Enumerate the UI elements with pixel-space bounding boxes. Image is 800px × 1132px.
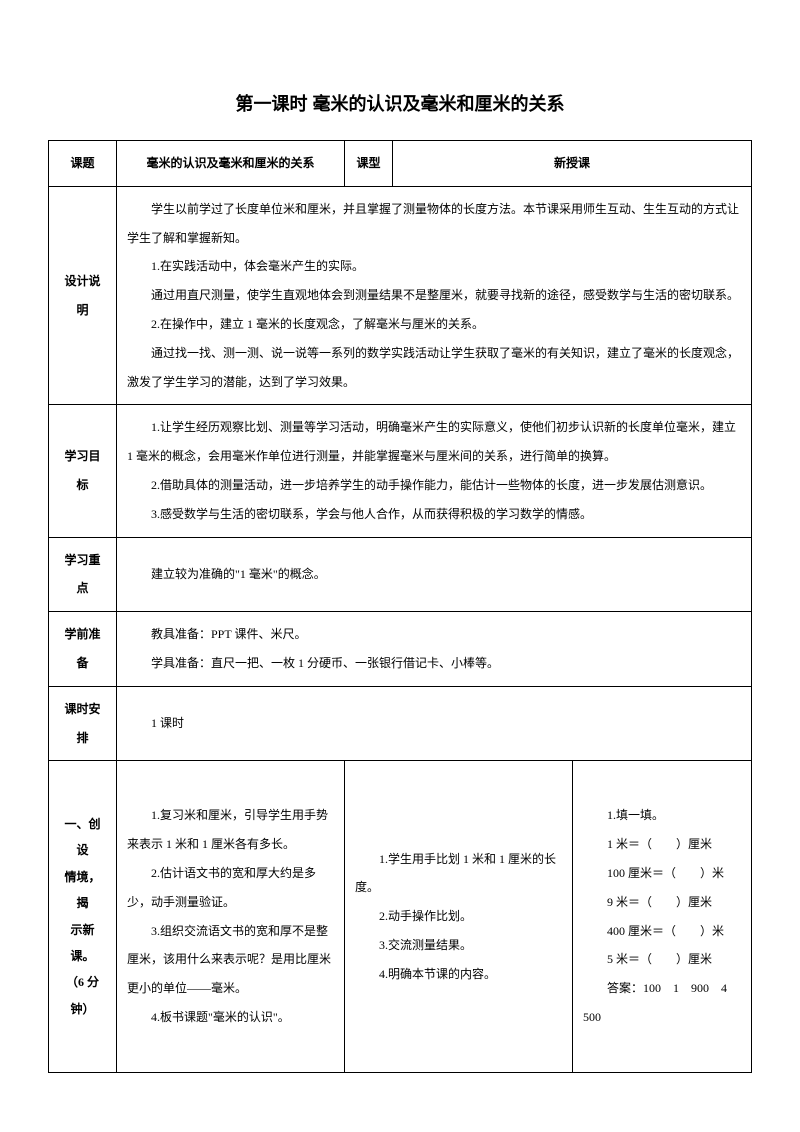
time-value: 1 课时: [127, 709, 741, 738]
goals-p1: 1.让学生经历观察比划、测量等学习活动，明确毫米产生的实际意义，使他们初步认识新…: [127, 413, 741, 471]
time-label: 课时安排: [49, 686, 117, 761]
s1c1-p2: 2.估计语文书的宽和厚大约是多少，动手测量验证。: [127, 859, 334, 917]
lesson-plan-table: 课题 毫米的认识及毫米和厘米的关系 课型 新授课 设计说明 学生以前学过了长度单…: [48, 140, 752, 1073]
type-value: 新授课: [393, 141, 752, 187]
section1-label-l3: 示新课。: [59, 917, 106, 970]
time-content: 1 课时: [117, 686, 752, 761]
s1c2-p3: 3.交流测量结果。: [355, 931, 562, 960]
row-goals: 学习目标 1.让学生经历观察比划、测量等学习活动，明确毫米产生的实际意义，使他们…: [49, 405, 752, 537]
prep-label: 学前准备: [49, 612, 117, 687]
prep-p1: 教具准备：PPT 课件、米尺。: [127, 620, 741, 649]
design-content: 学生以前学过了长度单位米和厘米，并且掌握了测量物体的长度方法。本节课采用师生互动…: [117, 186, 752, 405]
section1-label-l2: 情境，揭: [59, 864, 106, 917]
section1-col1: 1.复习米和厘米，引导学生用手势来表示 1 米和 1 厘米各有多长。 2.估计语…: [117, 761, 345, 1072]
goals-content: 1.让学生经历观察比划、测量等学习活动，明确毫米产生的实际意义，使他们初步认识新…: [117, 405, 752, 537]
design-label: 设计说明: [49, 186, 117, 405]
prep-content: 教具准备：PPT 课件、米尺。 学具准备：直尺一把、一枚 1 分硬币、一张银行借…: [117, 612, 752, 687]
row-prep: 学前准备 教具准备：PPT 课件、米尺。 学具准备：直尺一把、一枚 1 分硬币、…: [49, 612, 752, 687]
prep-p2: 学具准备：直尺一把、一枚 1 分硬币、一张银行借记卡、小棒等。: [127, 649, 741, 678]
section1-col2: 1.学生用手比划 1 米和 1 厘米的长度。 2.动手操作比划。 3.交流测量结…: [345, 761, 573, 1072]
topic-value: 毫米的认识及毫米和厘米的关系: [117, 141, 345, 187]
s1c3-p3: 100 厘米＝（ ）米: [583, 859, 741, 888]
section1-label-l1: 一、创设: [59, 811, 106, 864]
key-label: 学习重点: [49, 537, 117, 612]
row-topic: 课题 毫米的认识及毫米和厘米的关系 课型 新授课: [49, 141, 752, 187]
s1c3-p5: 400 厘米＝（ ）米: [583, 917, 741, 946]
s1c3-p2: 1 米＝（ ）厘米: [583, 830, 741, 859]
goals-p2: 2.借助具体的测量活动，进一步培养学生的动手操作能力，能估计一些物体的长度，进一…: [127, 471, 741, 500]
type-label: 课型: [345, 141, 393, 187]
page-title: 第一课时 毫米的认识及毫米和厘米的关系: [48, 90, 752, 116]
design-p1: 学生以前学过了长度单位米和厘米，并且掌握了测量物体的长度方法。本节课采用师生互动…: [127, 195, 741, 253]
goals-label: 学习目标: [49, 405, 117, 537]
design-p4: 2.在操作中，建立 1 毫米的长度观念，了解毫米与厘米的关系。: [127, 310, 741, 339]
s1c2-p1: 1.学生用手比划 1 米和 1 厘米的长度。: [355, 845, 562, 903]
s1c3-p4: 9 米＝（ ）厘米: [583, 888, 741, 917]
s1c1-p3: 3.组织交流语文书的宽和厚不是整厘米，该用什么来表示呢？是用比厘米更小的单位——…: [127, 917, 334, 1003]
design-p2: 1.在实践活动中，体会毫米产生的实际。: [127, 252, 741, 281]
topic-label: 课题: [49, 141, 117, 187]
row-design: 设计说明 学生以前学过了长度单位米和厘米，并且掌握了测量物体的长度方法。本节课采…: [49, 186, 752, 405]
row-time: 课时安排 1 课时: [49, 686, 752, 761]
section1-label-l4: （6 分钟）: [59, 969, 106, 1022]
s1c2-p2: 2.动手操作比划。: [355, 902, 562, 931]
s1c1-p1: 1.复习米和厘米，引导学生用手势来表示 1 米和 1 厘米各有多长。: [127, 801, 334, 859]
s1c3-p6: 5 米＝（ ）厘米: [583, 945, 741, 974]
row-key: 学习重点 建立较为准确的"1 毫米"的概念。: [49, 537, 752, 612]
s1c3-p7: 答案：100 1 900 4 500: [583, 974, 741, 1032]
section1-label: 一、创设 情境，揭 示新课。 （6 分钟）: [49, 761, 117, 1072]
key-content: 建立较为准确的"1 毫米"的概念。: [117, 537, 752, 612]
s1c1-p4: 4.板书课题"毫米的认识"。: [127, 1003, 334, 1032]
s1c3-p1: 1.填一填。: [583, 801, 741, 830]
design-p3: 通过用直尺测量，使学生直观地体会到测量结果不是整厘米，就要寻找新的途径，感受数学…: [127, 281, 741, 310]
section1-col3: 1.填一填。 1 米＝（ ）厘米 100 厘米＝（ ）米 9 米＝（ ）厘米 4…: [573, 761, 752, 1072]
design-p5: 通过找一找、测一测、说一说等一系列的数学实践活动让学生获取了毫米的有关知识，建立…: [127, 339, 741, 397]
row-section1: 一、创设 情境，揭 示新课。 （6 分钟） 1.复习米和厘米，引导学生用手势来表…: [49, 761, 752, 1072]
goals-p3: 3.感受数学与生活的密切联系，学会与他人合作，从而获得积极的学习数学的情感。: [127, 500, 741, 529]
s1c2-p4: 4.明确本节课的内容。: [355, 960, 562, 989]
key-value: 建立较为准确的"1 毫米"的概念。: [127, 560, 741, 589]
